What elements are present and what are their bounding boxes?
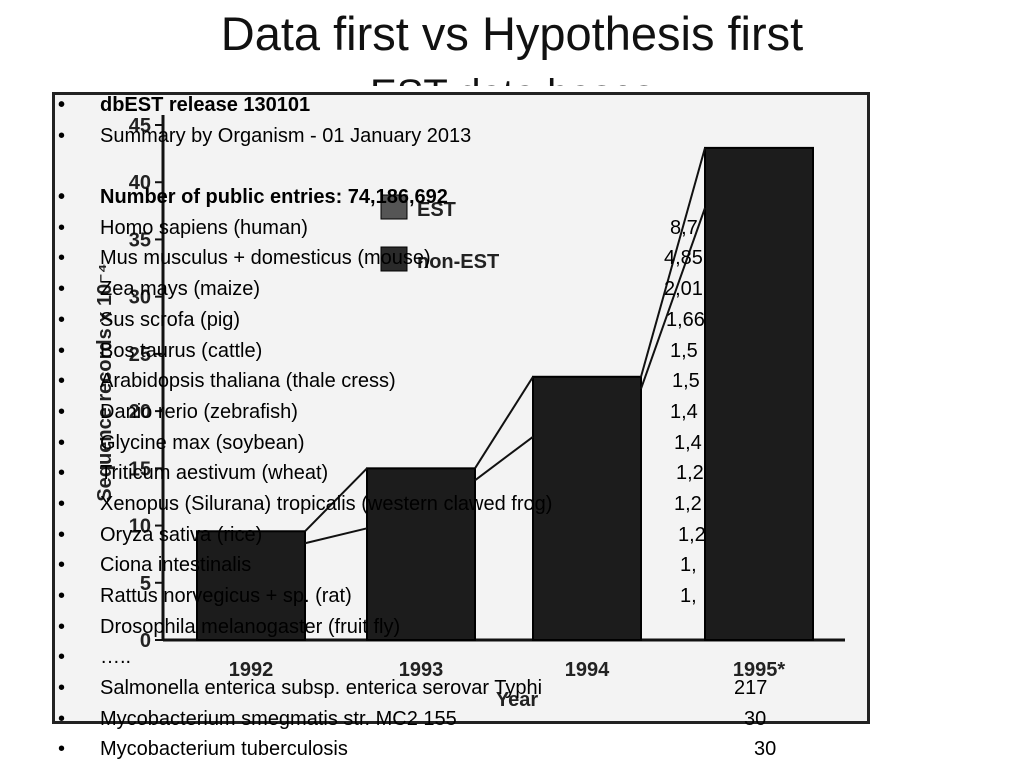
list-item-count: 1, xyxy=(680,554,697,577)
list-item-text: dbEST release 130101 xyxy=(100,94,311,116)
list-item-text: Glycine max (soybean) xyxy=(100,431,305,454)
list-item: Number of public entries: 74,186,692 xyxy=(58,182,1018,213)
list-item-count: 1,4 xyxy=(674,431,702,454)
list-item-count: 30 xyxy=(754,738,777,761)
list-item: Zea mays (maize) 2,01 xyxy=(58,274,1018,305)
list-item: Xenopus (Silurana) tropicalis (western c… xyxy=(58,489,1018,520)
list-item-text: Mus musculus + domesticus (mouse) xyxy=(100,247,431,270)
list-item-text: ….. xyxy=(100,646,132,669)
slide-title-line2: EST data bases xyxy=(0,74,1024,86)
list-item: Rattus norvegicus + sp. (rat) 1, xyxy=(58,581,1018,612)
list-item: Danio rerio (zebrafish) 1,4 xyxy=(58,397,1018,428)
list-item: Homo sapiens (human) 8,7 xyxy=(58,213,1018,244)
list-item-text: Salmonella enterica subsp. enterica sero… xyxy=(100,677,543,700)
list-item-text: Mycobacterium smegmatis str. MC2 155 xyxy=(100,707,457,730)
list-item-count: 2,01 xyxy=(664,278,703,301)
list-item-count: 1,4 xyxy=(670,400,698,423)
list-item-count: 1,2 xyxy=(678,523,706,546)
list-item: Summary by Organism - 01 January 2013 xyxy=(58,121,1018,152)
list-item-count: 30 xyxy=(744,707,767,730)
list-item-text: Mycobacterium tuberculosis xyxy=(100,738,348,761)
list-item-text: Summary by Organism - 01 January 2013 xyxy=(100,124,472,147)
list-item: Drosophila melanogaster (fruit fly) xyxy=(58,612,1018,643)
list-item: Sus scrofa (pig) 1,66 xyxy=(58,305,1018,336)
slide-title: Data first vs Hypothesis first EST data … xyxy=(0,6,1024,86)
organism-list: dbEST release 130101 Summary by Organism … xyxy=(58,90,1018,765)
list-item-count: 1, xyxy=(680,585,697,607)
list-item: Glycine max (soybean) 1,4 xyxy=(58,428,1018,459)
list-item-text: Oryza sativa (rice) xyxy=(100,523,263,546)
list-item-text: Number of public entries: 74,186,692 xyxy=(100,186,448,209)
list-item-count: 1,5 xyxy=(672,370,700,393)
list-item-text: Triticum aestivum (wheat) xyxy=(100,462,329,485)
list-item-count: 217 xyxy=(734,677,768,700)
list-item: Mycobacterium smegmatis str. MC2 155 30 xyxy=(58,704,1018,735)
list-item-count: 1,5 xyxy=(670,339,698,362)
list-item-text: Danio rerio (zebrafish) xyxy=(100,400,298,423)
list-item: Oryza sativa (rice) 1,2 xyxy=(58,520,1018,551)
list-item: Ciona intestinalis 1, xyxy=(58,550,1018,581)
list-item-text: Arabidopsis thaliana (thale cress) xyxy=(100,370,396,393)
list-item: Arabidopsis thaliana (thale cress) 1,5 xyxy=(58,366,1018,397)
list-item: dbEST release 130101 xyxy=(58,90,1018,121)
list-item-text: Drosophila melanogaster (fruit fly) xyxy=(100,615,401,638)
list-item: Triticum aestivum (wheat) 1,2 xyxy=(58,458,1018,489)
list-item-text: Zea mays (maize) xyxy=(100,278,261,301)
list-item-count: 1,66 xyxy=(666,308,705,331)
list-item: Mus musculus + domesticus (mouse) 4,85 xyxy=(58,243,1018,274)
list-item-count: 1,2 xyxy=(674,492,702,515)
list-item: Bos taurus (cattle) 1,5 xyxy=(58,336,1018,367)
list-item-text: Ciona intestinalis xyxy=(100,554,252,577)
list-item xyxy=(58,151,1018,182)
list-item-text: Bos taurus (cattle) xyxy=(100,339,263,362)
list-item-count: 8,7 xyxy=(670,216,698,239)
list-item: ….. xyxy=(58,642,1018,673)
list-item-text: Rattus norvegicus + sp. (rat) xyxy=(100,585,352,607)
list-item-text: Sus scrofa (pig) xyxy=(100,308,241,331)
list-item-text: Xenopus (Silurana) tropicalis (western c… xyxy=(100,492,553,515)
list-item: Salmonella enterica subsp. enterica sero… xyxy=(58,673,1018,704)
list-item-text: Homo sapiens (human) xyxy=(100,216,308,239)
list-item: Mycobacterium tuberculosis 30 xyxy=(58,734,1018,765)
list-item-count: 1,2 xyxy=(676,462,704,485)
list-item-count: 4,85 xyxy=(664,247,703,270)
